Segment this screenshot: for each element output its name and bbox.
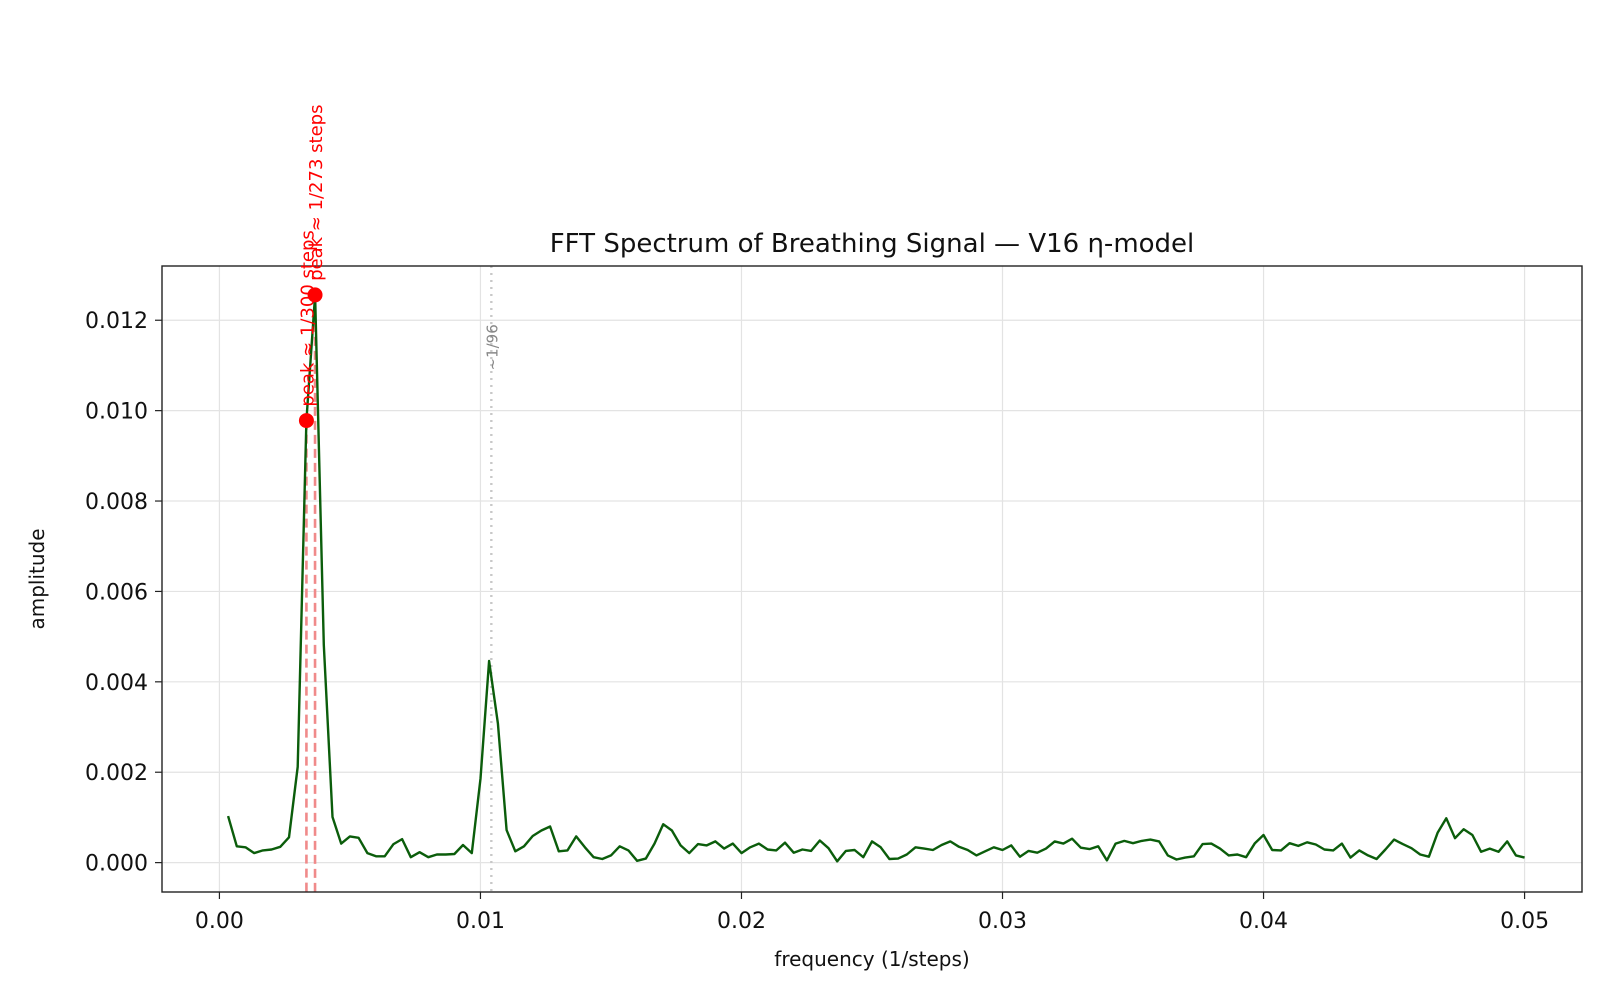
y-tick-label: 0.002	[85, 761, 148, 786]
reference-line-label: ~1/96	[483, 324, 501, 370]
x-axis-label: frequency (1/steps)	[774, 947, 969, 971]
plot-frame	[161, 265, 1583, 893]
peak-label: peak ≈ 1/300 steps	[297, 230, 318, 406]
y-tick-label: 0.006	[85, 580, 148, 605]
y-tick-label: 0.004	[85, 671, 148, 696]
x-tick-label: 0.05	[1500, 909, 1549, 934]
peak-marker	[298, 413, 314, 429]
x-tick-label: 0.02	[717, 909, 766, 934]
y-tick-label: 0.012	[85, 309, 148, 334]
x-tick-label: 0.00	[195, 909, 244, 934]
x-tick-label: 0.01	[456, 909, 505, 934]
chart-title: FFT Spectrum of Breathing Signal — V16 η…	[550, 229, 1195, 259]
y-ticks: 0.000 0.002 0.004 0.006 0.008 0.010 0.012	[85, 309, 162, 877]
x-tick-label: 0.04	[1239, 909, 1288, 934]
y-axis-label: amplitude	[25, 528, 49, 629]
peak-markers	[298, 287, 323, 429]
spectrum-line	[226, 293, 1525, 863]
peak-label: peak ≈ 1/273 steps	[306, 105, 327, 281]
peak-lines	[305, 294, 317, 892]
y-tick-label: 0.008	[85, 490, 148, 515]
y-tick-label: 0.010	[85, 400, 148, 425]
grid	[162, 266, 1582, 892]
y-tick-label: 0.000	[85, 852, 148, 877]
peak-marker	[307, 287, 323, 303]
series-layer	[226, 293, 1525, 863]
x-ticks: 0.00 0.01 0.02 0.03 0.04 0.05	[195, 892, 1549, 934]
x-tick-label: 0.03	[978, 909, 1027, 934]
